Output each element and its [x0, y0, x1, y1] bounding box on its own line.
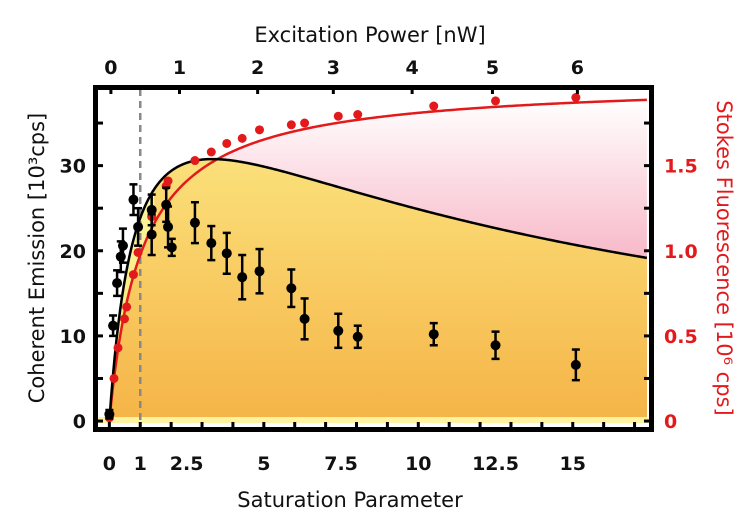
stokes-point [571, 93, 581, 103]
coherent-point [490, 340, 501, 351]
coherent-point [146, 229, 157, 240]
y2-tick-label: 1.0 [664, 241, 698, 263]
coherent-point [237, 272, 248, 283]
stokes-point [190, 156, 200, 166]
stokes-point [128, 270, 138, 280]
y-tick-label: 20 [60, 241, 86, 263]
coherent-point [108, 320, 119, 331]
x-tick-label: 2.5 [170, 453, 204, 475]
stokes-point [109, 373, 119, 383]
coherent-point [117, 240, 128, 251]
x-tick-label: 15 [560, 453, 586, 475]
coherent-point [189, 217, 200, 228]
coherent-point [133, 221, 144, 232]
tick-labels: 0 1 2.5 5 7.5 10 12.5 150 1 2 3 4 5 6010203000.51.01.… [60, 57, 698, 475]
coherent-point [128, 194, 139, 205]
y2-tick-label: 1.5 [664, 156, 698, 178]
area-fills [97, 99, 650, 424]
stokes-point [222, 138, 232, 148]
y2-tick-label: 0.5 [664, 326, 698, 348]
stokes-point [429, 101, 439, 111]
coherent-point [221, 248, 232, 259]
y-tick-label: 10 [60, 326, 86, 348]
x-axis-title: Saturation Parameter [237, 488, 463, 512]
stokes-point [206, 147, 216, 157]
coherent-area-fill [109, 159, 647, 422]
x2-tick-label: 0 [104, 57, 117, 79]
y-axis-title: Coherent Emission [10³cps] [25, 113, 49, 404]
plot-frame [93, 85, 654, 432]
stokes-point [353, 110, 363, 120]
stokes-point [491, 96, 501, 106]
coherent-point [112, 278, 123, 289]
x-tick-label: 5 [257, 453, 270, 475]
coherent-point [146, 204, 157, 215]
stokes-point [122, 302, 132, 312]
x-tick-label: 0 [103, 453, 116, 475]
x2-tick-label: 4 [406, 57, 419, 79]
x-tick-label: 10 [405, 453, 431, 475]
y2-axis-title: Stokes Fluorescence [10⁶ cps] [712, 100, 736, 415]
y2-tick-label: 0 [664, 411, 677, 433]
coherent-point [299, 313, 310, 324]
stokes-point [133, 247, 143, 257]
baseline-strip [97, 417, 650, 424]
data-points [104, 93, 581, 423]
coherent-point [286, 283, 297, 294]
stokes-point [333, 111, 343, 121]
coherent-point [115, 251, 126, 262]
stokes-point [300, 118, 310, 128]
x-tick-label: 1 [134, 453, 147, 475]
x-tick-label: 7.5 [324, 453, 358, 475]
coherent-point [428, 329, 439, 340]
coherent-point [163, 221, 174, 232]
x2-tick-label: 2 [251, 57, 264, 79]
coherent-point [254, 266, 265, 277]
y-tick-label: 0 [73, 411, 86, 433]
x2-tick-label: 5 [486, 57, 499, 79]
x2-tick-label: 1 [173, 57, 186, 79]
stokes-point [163, 176, 173, 186]
coherent-point [333, 325, 344, 336]
stokes-point [113, 343, 123, 353]
coherent-point [166, 242, 177, 253]
coherent-point [161, 199, 172, 210]
x2-axis-title: Excitation Power [nW] [254, 23, 485, 47]
stokes-point [286, 120, 296, 130]
x-tick-label: 12.5 [472, 453, 519, 475]
stokes-fit-curve [108, 98, 647, 422]
stokes-point [255, 125, 265, 135]
coherent-point [570, 359, 581, 370]
coherent-point [104, 409, 115, 420]
x2-tick-label: 6 [571, 57, 584, 79]
coherent-point [352, 331, 363, 342]
x2-tick-label: 3 [327, 57, 340, 79]
stokes-point [119, 314, 129, 324]
stokes-point [237, 133, 247, 143]
y-tick-label: 30 [60, 156, 86, 178]
coherent-point [206, 238, 217, 249]
